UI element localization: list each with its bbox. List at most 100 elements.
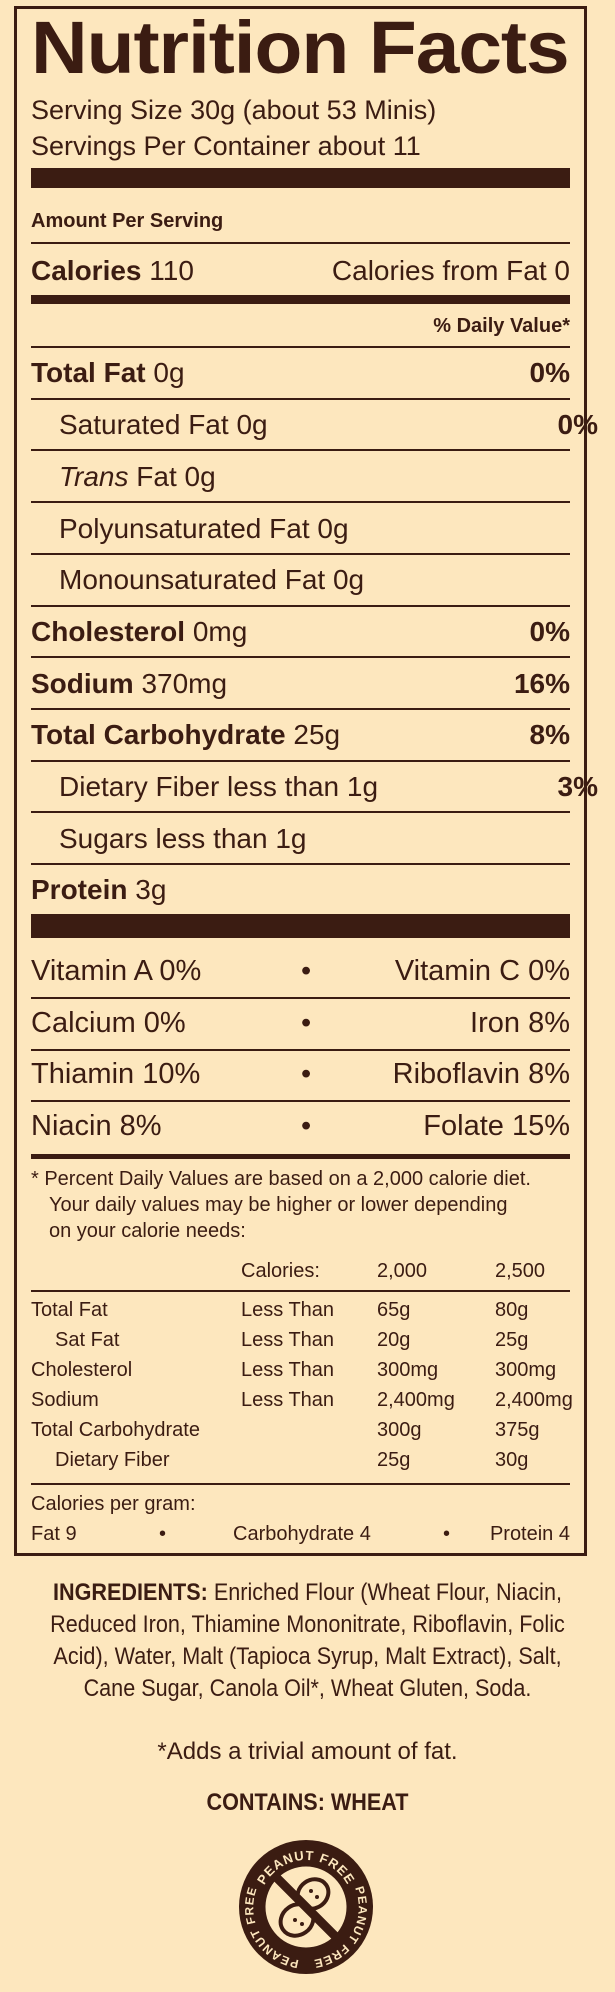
nutrient-row-total-carbohydrate: Total Carbohydrate 25g 8% (31, 721, 570, 749)
dv-row-limit: Less Than (241, 1329, 335, 1351)
nutrient-amount: 0g (236, 409, 268, 440)
dv-header-label: Calories: (241, 1260, 320, 1282)
nutrition-facts-panel: Nutrition Facts Serving Size 30g (about … (14, 6, 598, 1556)
daily-value-footnote: * Percent Daily Values are based on a 2,… (31, 1166, 576, 1244)
nutrient-row-protein: Protein 3g (31, 876, 570, 904)
medium-divider (31, 295, 570, 304)
divider (31, 1483, 570, 1485)
calories-value: 110 (149, 255, 194, 286)
amount-per-serving: Amount Per Serving (31, 210, 224, 232)
calories-from-fat: Calories from Fat 0 (331, 255, 570, 286)
nutrient-row-polyunsaturated-fat: Polyunsaturated Fat 0g (31, 515, 598, 543)
nutrient-name: Polyunsaturated Fat (59, 513, 310, 544)
nutrient-amount: 0g (317, 513, 349, 544)
divider (31, 605, 570, 607)
nutrient-amount: 25g (293, 719, 341, 750)
nutrient-amount: 0g (184, 461, 216, 492)
nutrient-amount: 0mg (192, 616, 248, 647)
nutrient-amount: 370mg (141, 668, 228, 699)
nutrient-row-saturated-fat: Saturated Fat 0g 0% (31, 411, 598, 439)
nutrient-name: Total Carbohydrate (31, 719, 286, 750)
divider (31, 449, 570, 451)
divider (31, 997, 570, 999)
dv-row-limit: Less Than (241, 1359, 335, 1381)
nutrient-name: Protein (31, 874, 128, 905)
divider (31, 863, 570, 865)
nutrient-dv: 16% (513, 668, 570, 699)
nutrient-name: Trans (59, 461, 129, 492)
dv-row-2000: 300mg (377, 1359, 439, 1381)
thick-divider (31, 914, 570, 938)
dv-row-2000: 300g (377, 1419, 422, 1441)
divider (31, 553, 570, 555)
fat-footnote: *Adds a trivial amount of fat. (157, 1738, 458, 1765)
nutrient-name: Cholesterol (31, 616, 186, 647)
nutrient-dv: 3% (557, 771, 598, 802)
nutrient-dv: 8% (529, 719, 570, 750)
nutrition-facts-title: Nutrition Facts (31, 6, 570, 89)
dv-row-2000: 65g (377, 1299, 411, 1321)
dv-row-name: Total Fat (31, 1299, 108, 1321)
serving-size: Serving Size 30g (about 53 Minis) (31, 95, 437, 125)
nutrient-dv: 0% (557, 409, 598, 440)
dv-row-2000: 25g (377, 1449, 411, 1471)
divider (31, 760, 570, 762)
ingredients-text: Enriched Flour (Wheat Flour, Niacin, Red… (50, 1579, 565, 1702)
nutrient-row-monounsaturated-fat: Monounsaturated Fat 0g (31, 566, 598, 594)
nutrient-name: Sodium (31, 668, 134, 699)
dv-row-name: Sat Fat (55, 1329, 120, 1351)
vitamin-right: Iron 8% (470, 1007, 570, 1039)
dv-row-name: Sodium (31, 1389, 99, 1411)
dv-row-limit: Less Than (241, 1299, 335, 1321)
nutrient-amount: less than 1g (227, 771, 379, 802)
calories-per-gram-label: Calories per gram: (31, 1493, 196, 1515)
divider (31, 1154, 570, 1159)
ingredients: INGREDIENTS: Enriched Flour (Wheat Flour… (40, 1577, 576, 1705)
nutrient-name-rest: Fat (136, 461, 177, 492)
nutrient-name: Total Fat (31, 357, 146, 388)
dv-row-2000: 20g (377, 1329, 411, 1351)
vitamin-left: Thiamin 10% (31, 1058, 201, 1090)
bullet: • (443, 1523, 451, 1545)
footnote-line: Your daily values may be higher or lower… (49, 1194, 508, 1216)
footnote-line: on your calorie needs: (49, 1220, 246, 1242)
calories-row: Calories 110 Calories from Fat 0 (31, 257, 570, 285)
thick-divider (31, 168, 570, 188)
divider (31, 656, 570, 658)
nutrient-amount: less than 1g (155, 823, 307, 854)
divider (31, 708, 570, 710)
nutrient-name: Dietary Fiber (59, 771, 220, 802)
peanut-free-icon: PEANUT FREE PEANUT FREE PEANUT FREE (239, 1840, 373, 1974)
dv-row-2500: 30g (495, 1449, 529, 1471)
dv-row-limit: Less Than (241, 1389, 335, 1411)
vitamin-left: Niacin 8% (31, 1110, 162, 1142)
ingredients-label: INGREDIENTS: (53, 1579, 208, 1606)
cpg-fat: Fat 9 (31, 1523, 77, 1545)
dv-row-2500: 2,400mg (495, 1389, 573, 1411)
dv-row-name: Cholesterol (31, 1359, 133, 1381)
dv-row-2500: 80g (495, 1299, 529, 1321)
dv-row-2500: 375g (495, 1419, 540, 1441)
nutrient-dv: 0% (529, 357, 570, 388)
divider (31, 1290, 570, 1292)
prohibition-slash (272, 1873, 340, 1941)
vitamin-right: Riboflavin 8% (392, 1058, 570, 1090)
nutrient-name: Saturated Fat (59, 409, 229, 440)
dv-row-name: Dietary Fiber (55, 1449, 170, 1471)
dv-row-name: Total Carbohydrate (31, 1419, 200, 1441)
divider (31, 346, 570, 348)
cpg-carbohydrate: Carbohydrate 4 (233, 1523, 371, 1545)
daily-value-header: % Daily Value* (433, 315, 570, 337)
divider (31, 242, 570, 244)
nutrient-dv: 0% (529, 616, 570, 647)
bullet: • (159, 1523, 167, 1545)
allergen-statement: CONTAINS: WHEAT (206, 1789, 409, 1816)
divider (31, 1049, 570, 1051)
vitamin-left: Calcium 0% (31, 1007, 186, 1039)
divider (31, 398, 570, 400)
calories-label: Calories (31, 255, 142, 286)
nutrient-amount: 3g (135, 874, 167, 905)
dv-row-2500: 25g (495, 1329, 529, 1351)
dv-row-2500: 300mg (495, 1359, 557, 1381)
